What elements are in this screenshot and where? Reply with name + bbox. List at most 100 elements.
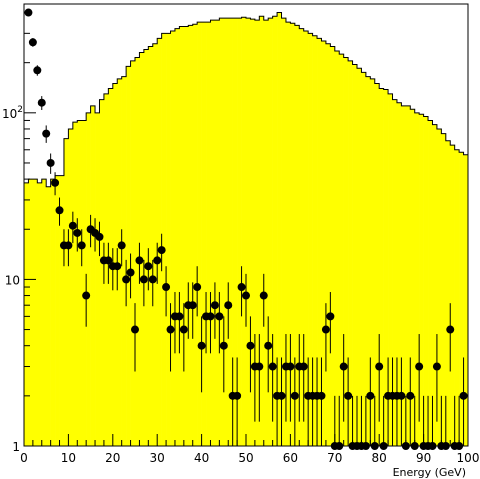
histogram-bar xyxy=(210,20,216,446)
histogram-bar xyxy=(68,128,74,446)
data-point-marker xyxy=(175,312,184,321)
data-point-marker xyxy=(299,362,308,371)
data-point xyxy=(317,357,326,446)
histogram-bar xyxy=(383,89,389,446)
data-point xyxy=(117,229,126,267)
histogram-bar xyxy=(419,114,424,447)
data-point-marker xyxy=(122,275,131,284)
data-point xyxy=(135,242,144,284)
data-point xyxy=(290,357,299,446)
x-tick-label: 60 xyxy=(283,451,298,465)
histogram-bar xyxy=(459,152,464,446)
histogram-bar xyxy=(72,122,78,446)
data-point xyxy=(28,38,37,47)
data-point-marker xyxy=(264,341,273,350)
data-point-marker xyxy=(153,256,162,265)
histogram-bar xyxy=(166,33,171,446)
data-point-marker xyxy=(459,391,468,400)
histogram-bar xyxy=(41,179,47,446)
histogram-bar xyxy=(174,28,180,447)
data-point-marker xyxy=(277,391,286,400)
histogram-bar xyxy=(285,22,291,446)
histogram-bar xyxy=(77,120,83,446)
histogram-layer xyxy=(23,12,469,447)
histogram-bar xyxy=(361,72,367,446)
data-point xyxy=(188,282,197,339)
data-point-marker xyxy=(77,241,86,250)
histogram-bar xyxy=(152,43,158,446)
histogram-bar xyxy=(206,22,211,446)
data-point xyxy=(139,259,148,307)
data-point xyxy=(122,259,131,307)
histogram-bar xyxy=(63,138,69,446)
x-tick-label: 10 xyxy=(61,451,76,465)
histogram-bar xyxy=(117,78,122,447)
data-point xyxy=(162,266,171,317)
data-point xyxy=(197,316,206,393)
histogram-bar xyxy=(32,179,38,446)
data-point-marker xyxy=(344,391,353,400)
histogram-bar xyxy=(99,99,105,446)
data-point-marker xyxy=(268,362,277,371)
data-point-marker xyxy=(28,38,37,47)
histogram-bar xyxy=(250,19,256,446)
data-point-marker xyxy=(117,241,126,250)
data-point xyxy=(148,259,157,307)
histogram-bar xyxy=(59,175,65,446)
data-point xyxy=(326,292,335,354)
data-point xyxy=(157,233,166,272)
histogram-bar xyxy=(445,140,451,446)
histogram-bar xyxy=(441,133,447,446)
histogram-bar xyxy=(343,57,349,446)
data-point xyxy=(321,303,330,372)
histogram-outline xyxy=(23,12,469,446)
histogram-bar xyxy=(259,16,265,447)
histogram-bar xyxy=(272,16,278,447)
data-point-marker xyxy=(157,246,166,255)
data-point-marker xyxy=(242,291,250,300)
histogram-bar xyxy=(303,30,309,447)
histogram-bar xyxy=(454,149,460,446)
histogram-bar xyxy=(317,38,322,446)
data-point-marker xyxy=(259,291,268,300)
data-point-marker xyxy=(255,362,264,371)
histogram-bar xyxy=(308,33,313,446)
histogram-bar xyxy=(299,28,305,447)
data-point xyxy=(210,282,219,339)
data-point-marker xyxy=(224,301,233,310)
y-tick-exponent: 2 xyxy=(17,105,23,115)
histogram-bar xyxy=(139,52,145,446)
histogram-bar xyxy=(188,25,194,446)
histogram-bar xyxy=(135,57,140,446)
data-point-marker xyxy=(193,283,202,292)
data-point-marker xyxy=(113,262,122,271)
data-point xyxy=(175,292,184,354)
histogram-bar xyxy=(312,35,318,447)
data-point-marker xyxy=(406,391,415,400)
histogram-bar xyxy=(401,105,407,446)
x-tick-label: 70 xyxy=(327,451,342,465)
data-point xyxy=(166,303,175,372)
data-point-marker xyxy=(55,206,64,215)
x-axis-ticks: 0 10 20 30 40 50 60 70 80 90 100 xyxy=(20,434,479,465)
histogram-bar xyxy=(126,66,131,447)
data-point xyxy=(237,266,246,317)
data-point-marker xyxy=(188,301,197,310)
data-point xyxy=(95,221,104,257)
data-point-marker xyxy=(126,268,135,277)
histogram-bar xyxy=(28,179,34,446)
data-point-marker xyxy=(166,325,175,334)
data-point-marker xyxy=(215,312,224,321)
data-point-marker xyxy=(135,256,144,265)
histogram-bar xyxy=(388,93,393,446)
data-point xyxy=(77,229,86,267)
data-point xyxy=(206,292,215,354)
x-tick-label: 20 xyxy=(105,451,120,465)
data-point xyxy=(193,266,202,317)
histogram-bar xyxy=(183,26,189,446)
y-tick-label: 10 xyxy=(5,273,20,287)
data-point-marker xyxy=(339,362,348,371)
histogram-bar xyxy=(339,54,344,446)
histogram-bar xyxy=(223,18,229,447)
histogram-bar xyxy=(157,38,162,446)
